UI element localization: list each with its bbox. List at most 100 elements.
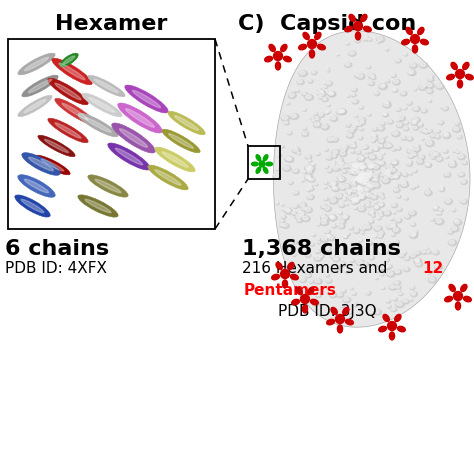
Ellipse shape	[356, 178, 361, 182]
Text: Hexamer: Hexamer	[55, 14, 167, 34]
Ellipse shape	[338, 262, 343, 265]
Ellipse shape	[304, 164, 313, 171]
Ellipse shape	[119, 128, 147, 147]
Ellipse shape	[308, 166, 314, 170]
Ellipse shape	[400, 254, 403, 256]
Ellipse shape	[357, 189, 362, 192]
Ellipse shape	[410, 286, 413, 289]
Ellipse shape	[369, 219, 373, 222]
Ellipse shape	[336, 193, 344, 200]
Ellipse shape	[367, 173, 369, 174]
Ellipse shape	[300, 278, 307, 283]
Ellipse shape	[148, 165, 188, 190]
Ellipse shape	[386, 264, 393, 269]
Ellipse shape	[297, 152, 301, 155]
Ellipse shape	[353, 187, 356, 189]
Ellipse shape	[457, 80, 463, 88]
Ellipse shape	[449, 160, 456, 165]
Ellipse shape	[396, 218, 400, 221]
Ellipse shape	[55, 98, 95, 125]
Ellipse shape	[305, 175, 313, 182]
Ellipse shape	[314, 183, 319, 186]
Ellipse shape	[372, 164, 381, 171]
Ellipse shape	[256, 155, 261, 161]
Ellipse shape	[306, 169, 314, 175]
Ellipse shape	[366, 291, 369, 294]
Ellipse shape	[302, 109, 307, 112]
Ellipse shape	[310, 243, 313, 245]
Ellipse shape	[314, 278, 323, 285]
Ellipse shape	[372, 182, 382, 189]
Ellipse shape	[351, 200, 358, 205]
Ellipse shape	[356, 122, 364, 128]
Ellipse shape	[303, 216, 308, 220]
Ellipse shape	[424, 190, 433, 196]
Ellipse shape	[350, 287, 352, 289]
Ellipse shape	[308, 287, 314, 294]
Ellipse shape	[372, 134, 378, 138]
Ellipse shape	[281, 215, 287, 219]
Ellipse shape	[364, 192, 371, 198]
Ellipse shape	[287, 131, 293, 136]
Ellipse shape	[452, 126, 462, 133]
Ellipse shape	[335, 267, 340, 271]
Ellipse shape	[331, 149, 340, 156]
Ellipse shape	[454, 219, 458, 222]
Ellipse shape	[281, 203, 285, 207]
Ellipse shape	[412, 120, 416, 123]
Ellipse shape	[359, 180, 362, 182]
Ellipse shape	[404, 127, 407, 129]
Ellipse shape	[357, 190, 367, 197]
Ellipse shape	[412, 120, 418, 124]
Ellipse shape	[356, 186, 363, 190]
Ellipse shape	[293, 205, 297, 207]
Ellipse shape	[413, 88, 416, 90]
Ellipse shape	[326, 70, 330, 73]
Ellipse shape	[168, 111, 205, 135]
Ellipse shape	[331, 216, 334, 218]
Ellipse shape	[301, 91, 309, 97]
Ellipse shape	[325, 165, 328, 168]
Ellipse shape	[460, 179, 468, 185]
Ellipse shape	[280, 223, 283, 226]
Ellipse shape	[397, 195, 400, 197]
Ellipse shape	[338, 210, 341, 212]
Ellipse shape	[372, 134, 375, 136]
Ellipse shape	[376, 171, 382, 175]
Ellipse shape	[329, 91, 334, 95]
Ellipse shape	[21, 199, 44, 213]
Ellipse shape	[369, 164, 374, 167]
Ellipse shape	[366, 171, 372, 174]
Ellipse shape	[392, 160, 397, 164]
Ellipse shape	[391, 233, 394, 235]
Ellipse shape	[383, 314, 389, 321]
Ellipse shape	[319, 254, 322, 257]
Ellipse shape	[337, 176, 347, 183]
Ellipse shape	[436, 156, 444, 163]
Ellipse shape	[339, 179, 344, 182]
Ellipse shape	[365, 155, 368, 157]
Ellipse shape	[126, 109, 155, 128]
Ellipse shape	[354, 145, 356, 147]
Ellipse shape	[350, 144, 355, 147]
Ellipse shape	[427, 163, 429, 165]
Ellipse shape	[361, 173, 368, 179]
Ellipse shape	[415, 258, 422, 263]
Ellipse shape	[322, 97, 327, 100]
Ellipse shape	[304, 207, 313, 214]
Ellipse shape	[386, 170, 390, 173]
Ellipse shape	[388, 120, 392, 123]
Ellipse shape	[275, 168, 278, 170]
Ellipse shape	[352, 167, 360, 172]
Ellipse shape	[351, 93, 357, 97]
Ellipse shape	[449, 162, 455, 166]
Ellipse shape	[346, 123, 352, 128]
Ellipse shape	[381, 196, 385, 200]
Ellipse shape	[380, 273, 383, 275]
Ellipse shape	[341, 289, 347, 293]
Ellipse shape	[415, 261, 423, 268]
Ellipse shape	[428, 276, 438, 283]
Ellipse shape	[360, 166, 366, 170]
Ellipse shape	[350, 182, 358, 188]
Ellipse shape	[323, 82, 326, 83]
